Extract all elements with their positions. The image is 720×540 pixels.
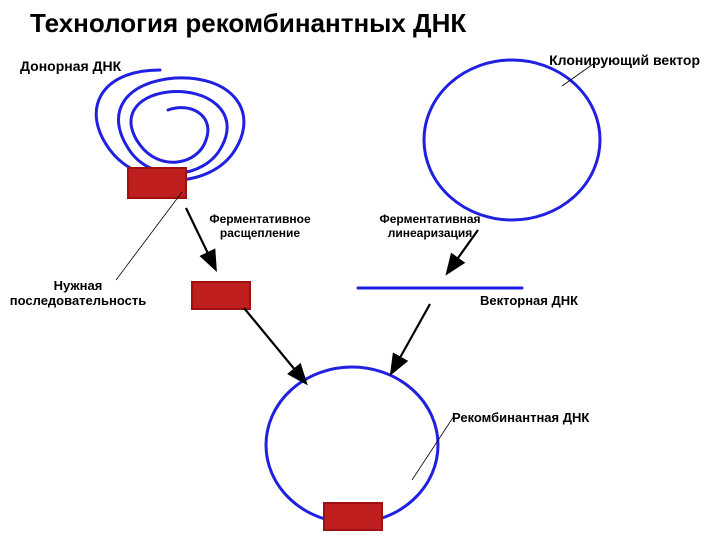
donor-dna-icon xyxy=(96,70,244,180)
cloning-vector-icon xyxy=(424,60,600,220)
target-sequence-icon xyxy=(192,282,250,309)
leader-line-icon xyxy=(116,192,182,280)
arrow-icon xyxy=(448,230,478,272)
arrow-icon xyxy=(186,208,215,268)
leader-line-icon xyxy=(562,62,596,86)
donor-target-segment-icon xyxy=(128,168,186,198)
diagram-svg xyxy=(0,0,720,540)
diagram-stage: Технология рекомбинантных ДНК Донорная Д… xyxy=(0,0,720,540)
recombinant-insert-icon xyxy=(324,503,382,530)
arrow-icon xyxy=(392,304,430,372)
arrow-icon xyxy=(244,308,305,382)
recombinant-dna-icon xyxy=(266,367,438,523)
